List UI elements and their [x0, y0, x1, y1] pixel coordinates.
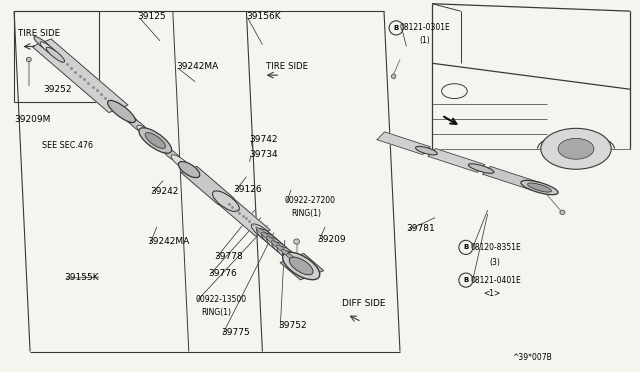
Ellipse shape	[282, 251, 298, 263]
Text: (3): (3)	[490, 258, 500, 267]
Ellipse shape	[162, 147, 182, 163]
Text: RING(1): RING(1)	[291, 209, 321, 218]
Text: 39125: 39125	[138, 12, 166, 21]
Text: 00922-27200: 00922-27200	[285, 196, 336, 205]
Text: B: B	[394, 25, 399, 31]
Text: 08120-8351E: 08120-8351E	[470, 243, 521, 252]
Text: 39742: 39742	[250, 135, 278, 144]
Text: 39778: 39778	[214, 252, 243, 261]
Ellipse shape	[266, 236, 278, 246]
Text: 08121-0401E: 08121-0401E	[470, 276, 521, 285]
Ellipse shape	[257, 228, 278, 246]
Polygon shape	[218, 198, 270, 236]
Ellipse shape	[212, 191, 239, 212]
Ellipse shape	[139, 128, 172, 153]
Ellipse shape	[137, 125, 157, 141]
Ellipse shape	[267, 237, 287, 253]
Polygon shape	[377, 132, 430, 154]
Ellipse shape	[294, 239, 300, 244]
Ellipse shape	[527, 183, 552, 192]
Ellipse shape	[179, 161, 200, 177]
Text: 39209: 39209	[317, 235, 346, 244]
Polygon shape	[428, 148, 485, 172]
Ellipse shape	[262, 232, 273, 241]
Text: 39781: 39781	[406, 224, 435, 233]
Ellipse shape	[277, 246, 294, 259]
Text: 39734: 39734	[250, 150, 278, 159]
Ellipse shape	[145, 132, 165, 148]
Text: RING(1): RING(1)	[202, 308, 232, 317]
Text: 39242MA: 39242MA	[176, 62, 218, 71]
Ellipse shape	[272, 242, 291, 256]
Ellipse shape	[262, 232, 282, 249]
Ellipse shape	[289, 257, 313, 275]
Text: 39776: 39776	[208, 269, 237, 278]
Text: 39242: 39242	[150, 187, 179, 196]
Ellipse shape	[46, 47, 65, 62]
Text: ^39*007B: ^39*007B	[512, 353, 552, 362]
Text: 39752: 39752	[278, 321, 307, 330]
Ellipse shape	[40, 42, 58, 57]
Ellipse shape	[110, 102, 133, 121]
Text: 39126: 39126	[234, 185, 262, 194]
Polygon shape	[181, 166, 234, 204]
Ellipse shape	[282, 249, 291, 256]
Ellipse shape	[468, 164, 494, 173]
Circle shape	[558, 138, 594, 159]
Ellipse shape	[153, 139, 174, 156]
Polygon shape	[32, 39, 128, 113]
Ellipse shape	[286, 254, 294, 260]
Ellipse shape	[180, 163, 198, 177]
Ellipse shape	[128, 118, 149, 134]
Text: 39209M: 39209M	[14, 115, 51, 124]
Ellipse shape	[271, 241, 282, 249]
Text: 08121-0301E: 08121-0301E	[400, 23, 451, 32]
Text: DIFF SIDE: DIFF SIDE	[342, 299, 386, 308]
Ellipse shape	[392, 74, 396, 78]
Polygon shape	[483, 166, 540, 190]
Ellipse shape	[146, 133, 164, 148]
Text: 39156K: 39156K	[246, 12, 281, 21]
Text: 00922-13500: 00922-13500	[195, 295, 246, 304]
Text: B: B	[463, 277, 468, 283]
Ellipse shape	[521, 180, 558, 195]
Text: TIRE SIDE: TIRE SIDE	[266, 62, 308, 71]
Text: SEE SEC.476: SEE SEC.476	[42, 141, 93, 150]
Text: <1>: <1>	[483, 289, 500, 298]
Text: (1): (1)	[419, 36, 430, 45]
Text: 39775: 39775	[221, 328, 250, 337]
Polygon shape	[280, 253, 324, 280]
Ellipse shape	[560, 210, 565, 215]
Text: 39252: 39252	[44, 85, 72, 94]
Text: B: B	[463, 244, 468, 250]
Text: TIRE SIDE: TIRE SIDE	[18, 29, 60, 38]
Ellipse shape	[108, 100, 135, 122]
Ellipse shape	[34, 36, 52, 52]
Circle shape	[541, 128, 611, 169]
Ellipse shape	[26, 57, 31, 62]
Ellipse shape	[171, 155, 190, 170]
Ellipse shape	[276, 245, 286, 253]
Ellipse shape	[415, 147, 437, 155]
Ellipse shape	[119, 110, 141, 128]
Ellipse shape	[252, 224, 274, 242]
Ellipse shape	[283, 252, 320, 280]
Text: 39242MA: 39242MA	[147, 237, 189, 246]
Ellipse shape	[257, 228, 269, 238]
Text: 39155K: 39155K	[64, 273, 99, 282]
